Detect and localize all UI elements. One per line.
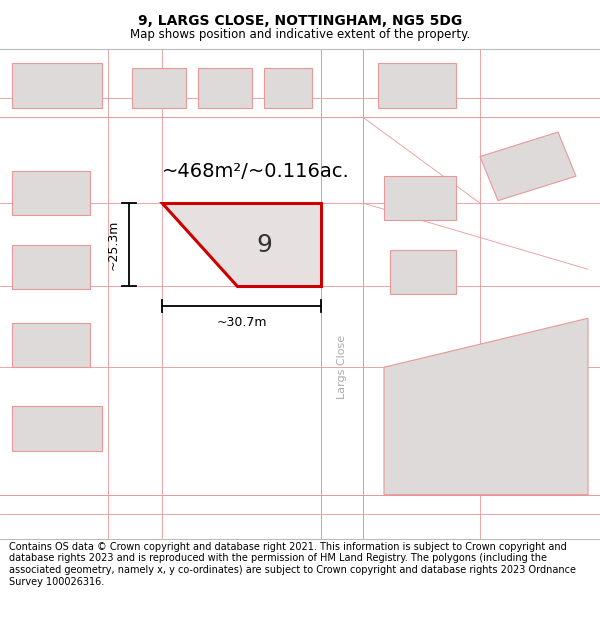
Bar — [384, 176, 456, 220]
Polygon shape — [384, 318, 588, 494]
Bar — [378, 64, 456, 107]
Text: 9, LARGS CLOSE, NOTTINGHAM, NG5 5DG: 9, LARGS CLOSE, NOTTINGHAM, NG5 5DG — [138, 14, 462, 28]
Bar — [264, 68, 312, 108]
Bar — [12, 245, 90, 289]
Bar — [12, 406, 102, 451]
Text: ~468m²/~0.116ac.: ~468m²/~0.116ac. — [162, 162, 350, 181]
Bar — [390, 406, 462, 451]
Text: 9: 9 — [256, 232, 272, 257]
Bar — [198, 68, 252, 108]
Bar — [132, 68, 186, 108]
Polygon shape — [480, 132, 576, 201]
Polygon shape — [162, 203, 321, 286]
Text: Map shows position and indicative extent of the property.: Map shows position and indicative extent… — [130, 28, 470, 41]
Bar — [12, 171, 90, 216]
Bar — [12, 64, 102, 107]
Text: Contains OS data © Crown copyright and database right 2021. This information is : Contains OS data © Crown copyright and d… — [9, 542, 576, 587]
Text: Largs Close: Largs Close — [337, 335, 347, 399]
Text: ~25.3m: ~25.3m — [107, 219, 120, 270]
Bar — [12, 323, 90, 368]
Text: ~30.7m: ~30.7m — [216, 316, 267, 329]
Bar — [390, 249, 456, 294]
